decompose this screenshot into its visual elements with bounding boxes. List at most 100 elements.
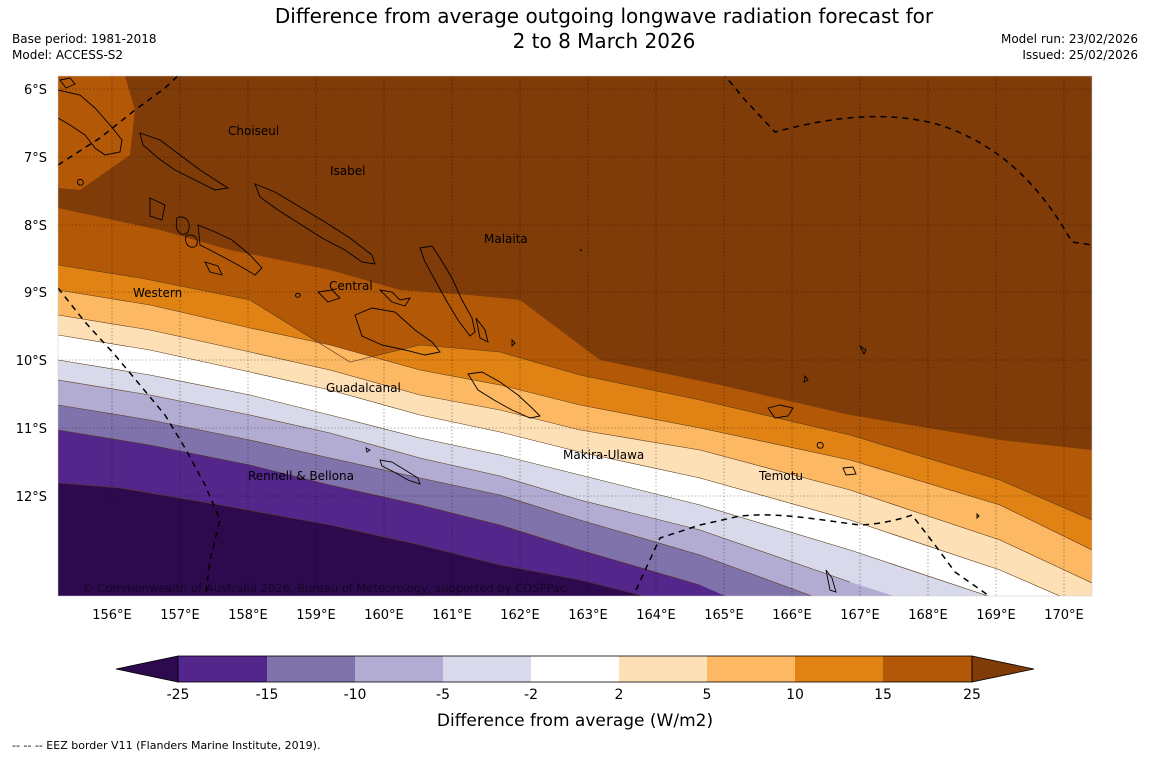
lon-label: 159°E: [296, 608, 336, 623]
lon-label: 162°E: [500, 608, 540, 623]
lat-label: 6°S: [24, 83, 47, 98]
title-line-1: Difference from average outgoing longwav…: [274, 4, 934, 28]
issued-date: Issued: 25/02/2026: [1022, 48, 1138, 62]
island-kolombangara: [175, 216, 190, 235]
colorbar-outline: [177, 655, 973, 683]
island-reef: [803, 374, 809, 383]
lon-label: 156°E: [92, 608, 132, 623]
lat-label: 9°S: [24, 286, 47, 301]
island-duff: [858, 344, 867, 356]
island-vanikoro: [842, 466, 857, 476]
island-ngeorgia-main: [197, 224, 263, 276]
island-guadalcanal: [354, 307, 441, 356]
colorbar-segment: [355, 656, 443, 682]
colorbar-tick: 10: [786, 687, 804, 703]
map-area: Choiseul Isabel Malaita Western Central …: [58, 76, 1092, 596]
label-choiseul: Choiseul: [228, 124, 279, 138]
colorbar-tick: 2: [615, 687, 624, 703]
label-western: Western: [133, 286, 182, 300]
label-rennell: Rennell & Bellona: [248, 469, 354, 483]
colorbar-segment: [267, 656, 355, 682]
latitude-labels: 6°S 7°S 8°S 9°S 10°S 11°S 12°S: [16, 83, 47, 505]
island-tikopia: [976, 512, 980, 520]
colorbar-tick: 15: [874, 687, 892, 703]
island-sikaiana: [579, 248, 583, 252]
colorbar-tick: 5: [703, 687, 712, 703]
label-isabel: Isabel: [330, 164, 365, 178]
colorbar-extend-high: [971, 655, 1035, 683]
colorbar-segment: [707, 656, 795, 682]
label-makira: Makira-Ulawa: [563, 448, 644, 462]
island-vella: [185, 234, 198, 248]
colorbar-ticks: -25 -15 -10 -5 -2 2 5 10 15 25: [167, 687, 981, 703]
lon-label: 164°E: [636, 608, 676, 623]
island-anuta: [825, 569, 837, 593]
colorbar-extend-low: [115, 655, 179, 683]
colorbar-segment: [883, 656, 972, 682]
lat-label: 8°S: [24, 219, 47, 234]
colorbar-segment: [619, 656, 707, 682]
meta-left: Base period: 1981-2018 Model: ACCESS-S2: [12, 31, 157, 63]
label-guadalcanal: Guadalcanal: [326, 381, 401, 395]
colorbar-tick: -25: [167, 687, 190, 703]
island-choiseul: [139, 132, 230, 191]
island-florida: [317, 289, 341, 303]
band-lt-m25: [58, 483, 644, 596]
title-line-2: 2 to 8 March 2026: [512, 29, 696, 53]
lon-label: 168°E: [908, 608, 948, 623]
label-temotu: Temotu: [758, 469, 803, 483]
island-utupua: [816, 442, 824, 449]
island-small-malaita: [475, 317, 489, 343]
chart-title: Difference from average outgoing longwav…: [200, 4, 1008, 54]
model-run: Model run: 23/02/2026: [1000, 32, 1138, 46]
island-shortland: [77, 179, 84, 186]
lat-label: 11°S: [16, 422, 47, 437]
map-frame: [57, 75, 1093, 597]
island-rennell: [379, 459, 421, 485]
lon-label: 157°E: [160, 608, 200, 623]
copyright-notice: © Commonwealth of Australia 2026, Bureau…: [82, 581, 566, 595]
lon-label: 165°E: [704, 608, 744, 623]
label-malaita: Malaita: [484, 232, 528, 246]
colorbar-label: Difference from average (W/m2): [437, 711, 713, 731]
colorbar-tick: -10: [344, 687, 367, 703]
lon-label: 166°E: [772, 608, 812, 623]
contour-lines: [58, 264, 1092, 596]
meta-right: Model run: 23/02/2026 Issued: 25/02/2026: [1001, 31, 1138, 63]
colorbar-tick: -5: [436, 687, 450, 703]
island-buka: [59, 77, 76, 89]
island-malaita: [419, 245, 476, 337]
lon-label: 158°E: [228, 608, 268, 623]
lat-label: 7°S: [24, 151, 47, 166]
lon-label: 160°E: [364, 608, 404, 623]
colorbar-segment: [178, 656, 267, 682]
base-period: Base period: 1981-2018: [12, 32, 157, 46]
island-russell: [378, 289, 411, 307]
lon-label: 163°E: [568, 608, 608, 623]
lat-label: 12°S: [16, 490, 47, 505]
model-name: Model: ACCESS-S2: [12, 48, 124, 62]
colorbar-segment: [443, 656, 531, 682]
colorbar-tick: 25: [963, 687, 981, 703]
island-makira: [467, 371, 541, 419]
island-bougainville: [58, 89, 123, 156]
colorbar-segment: [795, 656, 883, 682]
island-santa-cruz: [767, 404, 794, 419]
lat-label: 10°S: [16, 354, 47, 369]
island-isabel: [254, 183, 376, 265]
lon-label: 170°E: [1044, 608, 1084, 623]
eez-legend-footer: -- -- -- EEZ border V11 (Flanders Marine…: [12, 739, 321, 752]
colorbar-tick: -15: [256, 687, 279, 703]
island-new-georgia: [149, 197, 166, 221]
coastlines: [58, 77, 980, 593]
eez-border: [58, 76, 1092, 596]
colorbar-segment: [531, 656, 619, 682]
longitude-labels: 156°E 157°E 158°E 159°E 160°E 161°E 162°…: [92, 608, 1084, 623]
lon-label: 161°E: [432, 608, 472, 623]
island-bellona: [365, 447, 371, 453]
colorbar-tick: -2: [524, 687, 538, 703]
island-rendova: [204, 261, 223, 276]
label-central: Central: [329, 279, 373, 293]
island-ulawa: [511, 338, 516, 348]
